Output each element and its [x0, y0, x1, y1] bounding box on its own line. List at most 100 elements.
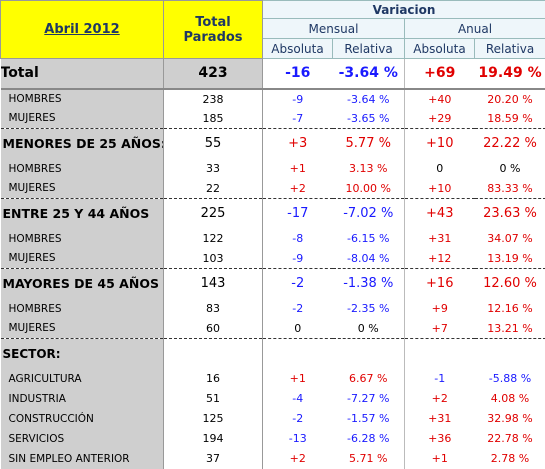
variation-cell: +2 [262, 178, 333, 199]
variation-cell: -3.65 % [332, 108, 405, 129]
total-cell: 22 [163, 178, 263, 199]
variation-cell: -1.38 % [332, 268, 405, 299]
table-row: INDUSTRIA 51 -4 -7.27 % +2 4.08 % [0, 388, 545, 409]
variation-cell: -7.27 % [332, 388, 405, 409]
variation-cell: -7.02 % [332, 198, 405, 229]
variation-cell: -2 [292, 412, 304, 425]
table-row: SECTOR: [0, 338, 545, 369]
row-label: ENTRE 25 Y 44 AÑOS [0, 198, 164, 229]
table-row: MUJERES 60 0 0 % +7 13.21 % [0, 318, 545, 339]
variation-cell: 32.98 % [487, 412, 533, 425]
row-label: HOMBRES [0, 158, 164, 179]
variation-cell: 2.78 % [490, 452, 530, 465]
variation-cell: +29 [404, 108, 475, 129]
total-cell [163, 338, 263, 369]
table-row: Total 423 -16 -3.64 % +69 19.49 % [0, 58, 545, 90]
total-cell: 194 [163, 428, 263, 449]
variation-cell: 10.00 % [332, 178, 405, 199]
total-cell: 103 [163, 248, 263, 269]
variation-cell: 3.13 % [332, 158, 405, 179]
row-label: MENORES DE 25 AÑOS: [0, 128, 164, 159]
variation-cell: +31 [428, 232, 452, 245]
table-row: AGRICULTURA 16 +1 6.67 % -1 -5.88 % [0, 368, 545, 389]
col-header: Absoluta [262, 38, 333, 59]
variation-cell: -2 [292, 302, 304, 315]
variation-cell: +1 [431, 452, 448, 465]
variation-cell: -8 [292, 232, 304, 245]
total-cell: 60 [163, 318, 263, 339]
variation-cell: -1.57 % [332, 408, 405, 429]
variation-cell: 0 % [332, 318, 405, 339]
row-label: HOMBRES [0, 88, 164, 109]
variation-cell: 0 % [499, 162, 521, 175]
variation-cell: -9 [292, 92, 304, 106]
row-label: MUJERES [0, 318, 164, 339]
table-row: HOMBRES 83 -2 -2.35 % +9 12.16 % [0, 298, 545, 319]
variation-cell: -5.88 % [488, 372, 532, 385]
variation-cell: -8.04 % [332, 248, 405, 269]
total-cell: 122 [163, 228, 263, 249]
row-label: MAYORES DE 45 AÑOS [0, 268, 164, 299]
variation-cell: 6.67 % [332, 368, 405, 389]
table-row: SIN EMPLEO ANTERIOR 37 +2 5.71 % +1 2.78 % [0, 448, 545, 469]
variation-cell: 13.21 % [474, 318, 545, 339]
table-row: CONSTRUCCIÓN 125 -2 -1.57 % +31 32.98 % [0, 408, 545, 429]
variation-cell: -9 [262, 248, 333, 269]
variation-cell: -3.64 % [332, 88, 405, 109]
variation-cell: +3 [288, 136, 308, 152]
variation-cell: 18.59 % [474, 108, 545, 129]
variation-cell: +43 [426, 206, 454, 222]
table-row: HOMBRES 122 -8 -6.15 % +31 34.07 % [0, 228, 545, 249]
total-cell: 83 [163, 298, 263, 319]
row-label: SIN EMPLEO ANTERIOR [0, 448, 164, 469]
variation-cell: 4.08 % [490, 392, 530, 405]
variation-cell: 12.60 % [483, 276, 537, 292]
variation-cell: 5.77 % [332, 128, 405, 159]
variation-cell: -17 [287, 206, 309, 222]
variation-cell: +31 [428, 412, 452, 425]
table-row: HOMBRES 238 -9 -3.64 % +40 20.20 % [0, 88, 545, 109]
variation-cell [332, 338, 405, 369]
row-label: HOMBRES [0, 298, 164, 319]
variation-cell: 20.20 % [487, 92, 533, 106]
variation-cell: +7 [404, 318, 475, 339]
variation-cell: 5.71 % [332, 448, 405, 469]
variation-cell: +12 [404, 248, 475, 269]
annual-header: Anual [404, 18, 545, 39]
variation-cell: +10 [426, 136, 454, 152]
period-header: Abril 2012 [0, 0, 164, 59]
variation-cell [263, 339, 333, 369]
variation-cell [405, 339, 475, 369]
variation-cell: -4 [292, 392, 304, 405]
table-row: MUJERES 22 +2 10.00 % +10 83.33 % [0, 178, 545, 199]
row-label: Total [0, 58, 164, 90]
total-cell: 225 [163, 198, 263, 229]
row-label: MUJERES [0, 108, 164, 129]
variation-cell: -1 [434, 372, 446, 385]
variation-cell: +9 [431, 302, 448, 315]
table-row: MUJERES 103 -9 -8.04 % +12 13.19 % [0, 248, 545, 269]
row-label: CONSTRUCCIÓN [0, 408, 164, 429]
table-row: MAYORES DE 45 AÑOS 143 -2 -1.38 % +16 12.60 % [0, 268, 545, 299]
variation-cell: -6.15 % [332, 228, 405, 249]
table-row: SERVICIOS 194 -13 -6.28 % +36 22.78 % [0, 428, 545, 449]
total-cell: 16 [163, 368, 263, 389]
variation-cell: -7 [262, 108, 333, 129]
variation-cell: 12.16 % [487, 302, 533, 315]
total-cell: 55 [163, 128, 263, 159]
variation-cell: +1 [289, 372, 306, 385]
row-label: INDUSTRIA [0, 388, 164, 409]
row-label: SECTOR: [0, 338, 164, 369]
variation-cell: +2 [431, 392, 448, 405]
total-cell: 143 [163, 268, 263, 299]
total-cell: 423 [163, 58, 263, 90]
variation-cell: -6.28 % [332, 428, 405, 449]
row-label: AGRICULTURA [0, 368, 164, 389]
variation-cell: 0 [436, 162, 444, 175]
variation-cell: +69 [404, 58, 475, 90]
variation-cell: 0 [262, 318, 333, 339]
table-row: ENTRE 25 Y 44 AÑOS 225 -17 -7.02 % +43 23.63 … [0, 198, 545, 229]
col-header: Relativa [474, 38, 545, 59]
